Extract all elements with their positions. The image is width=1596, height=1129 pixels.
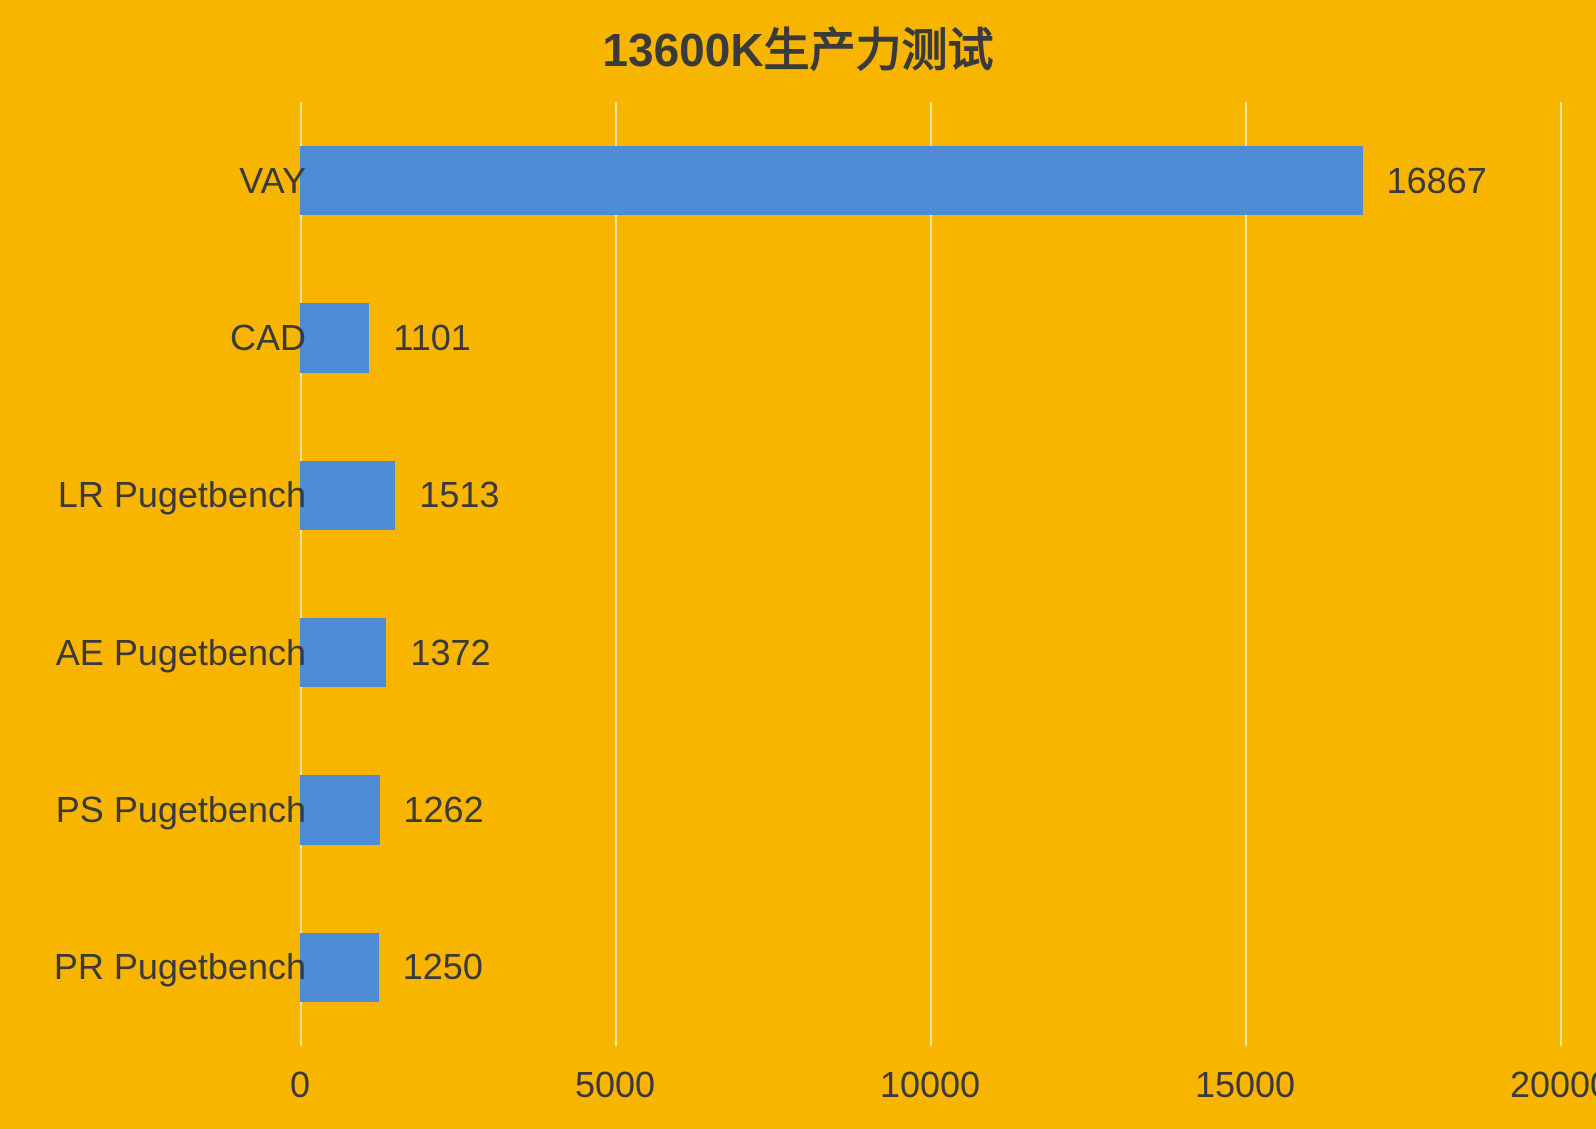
bar-value-label: 1101 (393, 317, 470, 359)
y-category-label: LR Pugetbench (58, 474, 306, 516)
bar-value-label: 1372 (410, 632, 490, 674)
bar (300, 461, 395, 530)
x-tick-label: 10000 (880, 1064, 980, 1106)
bar (300, 775, 380, 844)
bar (300, 303, 369, 372)
chart-container: 13600K生产力测试 0 5000 10000 15000 20000 16867 110… (0, 0, 1596, 1129)
y-category-label: PS Pugetbench (56, 789, 306, 831)
x-tick-label: 15000 (1195, 1064, 1295, 1106)
x-tick-label: 0 (290, 1064, 310, 1106)
bar-value-label: 1262 (404, 789, 484, 831)
y-category-label: PR Pugetbench (54, 946, 306, 988)
bar (300, 618, 386, 687)
grid-line (300, 102, 302, 1046)
grid-line (1245, 102, 1247, 1046)
bar-value-label: 1250 (403, 946, 483, 988)
bar (300, 146, 1363, 215)
y-category-label: AE Pugetbench (56, 632, 306, 674)
plot-area: 0500010000150002000016867110115131372126… (300, 102, 1560, 1046)
y-category-label: CAD (230, 317, 306, 359)
bar-value-label: 16867 (1387, 160, 1487, 202)
grid-line (1560, 102, 1562, 1046)
x-tick-label: 5000 (575, 1064, 655, 1106)
grid-line (615, 102, 617, 1046)
y-category-label: VAY (239, 160, 306, 202)
grid-line (930, 102, 932, 1046)
x-tick-label: 20000 (1510, 1064, 1596, 1106)
chart-title: 13600K生产力测试 (0, 14, 1596, 80)
bar (300, 933, 379, 1002)
bar-value-label: 1513 (419, 474, 499, 516)
